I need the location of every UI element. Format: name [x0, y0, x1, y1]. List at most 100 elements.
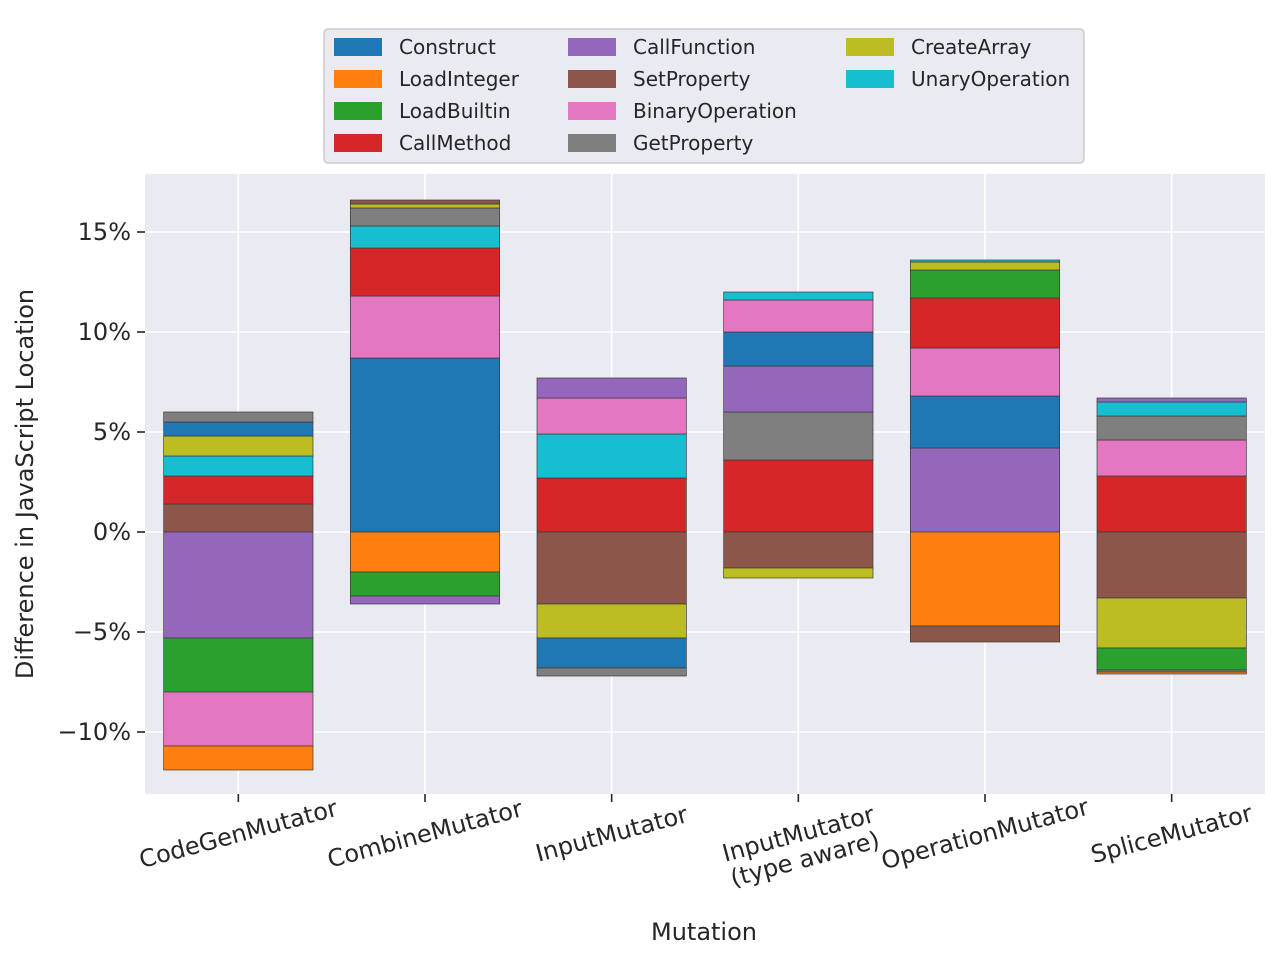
y-tick-label-2: 0% — [93, 518, 131, 546]
x-tick-label-line: InputMutator — [533, 800, 691, 867]
bar-splicemutator-loadbuiltin-neg — [1096, 647, 1247, 671]
bar-splicemutator-loadinteger-neg — [1096, 671, 1247, 675]
bars — [163, 199, 1247, 771]
bar-operationmutator-createarray — [909, 261, 1061, 271]
legend-swatch-callmethod — [334, 134, 382, 152]
bar-operationmutator-callfunction — [909, 447, 1061, 533]
bar-combinemutator-loadbuiltin-neg — [349, 571, 501, 597]
bar-inputmutator-binaryoperation — [536, 397, 687, 435]
y-axis-ticks: −10% −5% 0% 5% 10% 15% — [58, 218, 145, 746]
x-tick-label-3: InputMutator(type aware) — [719, 800, 882, 892]
y-tick-label-3: 5% — [93, 418, 131, 446]
x-tick-label-5: SpliceMutator — [1088, 799, 1255, 869]
y-tick-label-5: 15% — [78, 218, 131, 246]
bar-operationmutator-loadbuiltin — [909, 269, 1061, 299]
bar-inputmutator-type-aware-unaryoperation — [723, 291, 874, 301]
legend-swatch-construct — [334, 38, 382, 56]
legend: Construct LoadInteger LoadBuiltin CallMetho… — [323, 28, 1085, 164]
bar-inputmutator-type-aware-createarray-neg — [723, 567, 874, 579]
legend-swatch-getproperty — [568, 134, 616, 152]
bar-splicemutator-setproperty-neg — [1096, 531, 1247, 599]
x-tick-label-line: SpliceMutator — [1088, 799, 1255, 869]
bar-operationmutator-binaryoperation — [909, 347, 1061, 397]
legend-label-callfunction: CallFunction — [633, 35, 755, 59]
bar-inputmutator-type-aware-setproperty-neg — [723, 531, 874, 569]
legend-swatch-createarray — [846, 38, 894, 56]
bar-inputmutator-callfunction — [536, 377, 687, 399]
bar-inputmutator-type-aware-construct — [723, 331, 874, 367]
bar-codegenmutator-unaryoperation — [163, 455, 314, 477]
bar-combinemutator-loadinteger-neg — [349, 531, 501, 573]
bar-splicemutator-callfunction — [1096, 397, 1247, 403]
bar-inputmutator-callmethod — [536, 477, 687, 533]
y-tick-label-1: −5% — [73, 618, 131, 646]
x-tick-label-2: InputMutator — [533, 800, 691, 867]
bar-codegenmutator-createarray — [163, 435, 314, 457]
legend-label-setproperty: SetProperty — [633, 67, 751, 91]
legend-label-unaryoperation: UnaryOperation — [911, 67, 1070, 91]
bar-codegenmutator-setproperty — [163, 503, 314, 533]
legend-swatch-binaryoperation — [568, 102, 616, 120]
bar-splicemutator-getproperty — [1096, 415, 1247, 441]
bar-splicemutator-binaryoperation — [1096, 439, 1247, 477]
bar-operationmutator-loadinteger-neg — [909, 531, 1061, 627]
legend-swatch-unaryoperation — [846, 70, 894, 88]
bar-operationmutator-callmethod — [909, 297, 1061, 349]
legend-label-createarray: CreateArray — [911, 35, 1031, 59]
y-tick-label-0: −10% — [58, 718, 131, 746]
legend-label-binaryoperation: BinaryOperation — [633, 99, 797, 123]
x-tick-label-0: CodeGenMutator — [136, 794, 340, 874]
y-tick-label-4: 10% — [78, 318, 131, 346]
bar-inputmutator-type-aware-getproperty — [723, 411, 874, 461]
bar-inputmutator-type-aware-callmethod — [723, 459, 874, 533]
bar-inputmutator-type-aware-binaryoperation — [723, 299, 874, 333]
bar-inputmutator-setproperty-neg — [536, 531, 687, 605]
legend-label-construct: Construct — [399, 35, 496, 59]
bar-splicemutator-createarray-neg — [1096, 597, 1247, 649]
bar-codegenmutator-callfunction-neg — [163, 531, 314, 639]
bar-operationmutator-unaryoperation — [909, 259, 1061, 263]
x-tick-label-1: CombineMutator — [324, 794, 525, 873]
bar-combinemutator-callmethod — [349, 247, 501, 297]
bar-combinemutator-getproperty — [349, 207, 501, 227]
bar-operationmutator-construct — [909, 395, 1061, 449]
legend-swatch-loadinteger — [334, 70, 382, 88]
x-tick-label-4: OperationMutator — [878, 793, 1092, 875]
bar-combinemutator-construct — [349, 357, 501, 533]
bar-codegenmutator-loadbuiltin-neg — [163, 637, 314, 693]
legend-swatch-callfunction — [568, 38, 616, 56]
legend-swatch-setproperty — [568, 70, 616, 88]
bar-combinemutator-createarray — [349, 203, 501, 209]
legend-label-loadbuiltin: LoadBuiltin — [399, 99, 511, 123]
bar-codegenmutator-callmethod — [163, 475, 314, 505]
bar-codegenmutator-construct — [163, 421, 314, 437]
bar-inputmutator-unaryoperation — [536, 433, 687, 479]
x-tick-label-line: CodeGenMutator — [136, 794, 340, 874]
bar-combinemutator-setproperty — [349, 199, 501, 205]
plot-area — [145, 174, 1265, 794]
bar-splicemutator-unaryoperation — [1096, 401, 1247, 417]
legend-frame — [323, 28, 1085, 164]
bar-combinemutator-callfunction-neg — [349, 595, 501, 605]
bar-codegenmutator-getproperty — [163, 411, 314, 423]
bar-splicemutator-callmethod — [1096, 475, 1247, 533]
x-tick-label-line: OperationMutator — [878, 793, 1092, 875]
bar-inputmutator-type-aware-callfunction — [723, 365, 874, 413]
bar-inputmutator-construct-neg — [536, 637, 687, 669]
legend-label-getproperty: GetProperty — [633, 131, 753, 155]
legend-label-loadinteger: LoadInteger — [399, 67, 520, 91]
x-axis-label: Mutation — [651, 918, 757, 946]
legend-label-callmethod: CallMethod — [399, 131, 511, 155]
bar-codegenmutator-loadinteger-neg — [163, 745, 314, 771]
bar-combinemutator-unaryoperation — [349, 225, 501, 249]
bar-combinemutator-binaryoperation — [349, 295, 501, 359]
x-tick-label-line: CombineMutator — [324, 794, 525, 873]
bar-codegenmutator-binaryoperation-neg — [163, 691, 314, 747]
y-axis-label: Difference in JavaScript Location — [11, 289, 39, 679]
bar-inputmutator-createarray-neg — [536, 603, 687, 639]
legend-swatch-loadbuiltin — [334, 102, 382, 120]
bar-operationmutator-setproperty-neg — [909, 625, 1061, 643]
bar-inputmutator-getproperty-neg — [536, 667, 687, 677]
